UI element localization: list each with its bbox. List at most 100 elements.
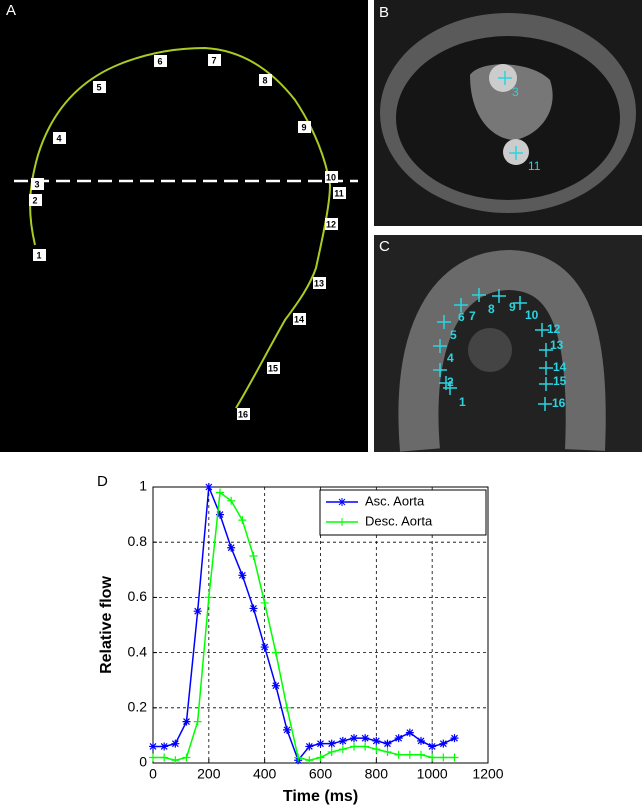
point-box	[313, 277, 326, 289]
point-label: 7	[211, 55, 216, 65]
point-label: 1	[459, 395, 466, 409]
point-label: 4	[56, 133, 61, 143]
marker	[450, 753, 459, 762]
crosshair	[535, 323, 549, 337]
marker	[171, 739, 180, 748]
point-box	[333, 187, 346, 199]
point-label: 14	[294, 314, 304, 324]
crosshair	[539, 361, 553, 375]
point-label: 4	[447, 351, 454, 365]
point-label: 7	[469, 309, 476, 323]
marker	[394, 734, 403, 743]
y-tick-label: 0	[139, 754, 147, 770]
point-label: 15	[553, 374, 567, 388]
marker	[450, 734, 459, 743]
marker	[238, 516, 247, 525]
point-box	[259, 74, 272, 86]
crosshair	[538, 397, 552, 411]
point-label: 11	[528, 159, 541, 173]
panel-a-background	[0, 0, 368, 452]
pulmonary-artery	[468, 328, 512, 372]
marker	[260, 643, 269, 652]
series-line	[153, 491, 455, 762]
x-tick-label: 1200	[472, 766, 503, 782]
crosshair	[539, 343, 553, 357]
marker	[338, 745, 347, 754]
point-box	[53, 132, 66, 144]
marker	[338, 736, 347, 745]
crosshair	[439, 376, 453, 390]
marker	[182, 753, 191, 762]
marker	[249, 604, 258, 613]
legend-label: Asc. Aorta	[365, 493, 425, 508]
marker	[271, 681, 280, 690]
crosshair	[539, 377, 553, 391]
crosshair	[492, 289, 506, 303]
legend-marker	[338, 498, 346, 506]
marker	[216, 510, 224, 519]
marker	[149, 742, 157, 751]
x-tick-label: 200	[197, 766, 221, 782]
x-tick-label: 800	[365, 766, 389, 782]
legend-box	[319, 489, 487, 536]
panel-label: D	[97, 473, 108, 490]
marker	[249, 552, 258, 560]
marker	[160, 753, 169, 762]
point-label: 6	[458, 310, 465, 324]
crosshair	[498, 71, 512, 85]
point-box	[293, 313, 306, 325]
marker	[271, 648, 280, 657]
panel-label: A	[6, 2, 16, 19]
point-box	[325, 218, 338, 230]
legend-marker	[338, 518, 346, 526]
marker	[149, 753, 157, 762]
point-label: 8	[488, 302, 495, 316]
marker	[193, 607, 202, 616]
marker	[327, 747, 336, 756]
x-tick-label: 0	[149, 766, 157, 782]
point-label: 14	[553, 360, 567, 374]
marker	[227, 543, 236, 552]
aortic-arch	[398, 249, 606, 452]
crosshair	[433, 339, 447, 353]
y-axis-label: Relative flow	[98, 576, 115, 674]
marker	[294, 753, 303, 762]
point-label: 12	[326, 219, 336, 229]
crosshair	[513, 296, 527, 310]
marker	[350, 742, 358, 751]
crosshair	[509, 146, 523, 160]
point-box	[154, 55, 167, 67]
marker	[428, 753, 437, 762]
marker	[439, 739, 448, 748]
marker	[405, 750, 414, 759]
marker	[283, 703, 291, 712]
y-tick-label: 1	[139, 478, 147, 494]
point-label: 15	[268, 363, 278, 373]
x-tick-label: 400	[253, 766, 277, 782]
marker	[316, 739, 325, 748]
y-tick-label: 0.2	[128, 699, 148, 715]
point-box	[33, 249, 46, 261]
marker	[361, 734, 370, 743]
marker	[316, 753, 325, 762]
point-label: 2	[32, 195, 37, 205]
marker	[372, 736, 381, 745]
marker	[182, 717, 191, 726]
marker	[439, 753, 448, 762]
point-label: 16	[552, 396, 566, 410]
crosshair	[472, 288, 486, 302]
marker	[417, 736, 425, 745]
point-box	[29, 194, 42, 206]
point-label: 13	[550, 338, 564, 352]
marker	[428, 742, 437, 751]
marker	[327, 739, 336, 748]
marker	[405, 728, 414, 737]
marker	[383, 739, 392, 748]
point-label: 9	[509, 300, 516, 314]
marker	[216, 488, 224, 497]
point-box	[298, 121, 311, 133]
marker	[260, 598, 269, 607]
point-label: 1	[36, 250, 41, 260]
marker	[171, 756, 180, 765]
